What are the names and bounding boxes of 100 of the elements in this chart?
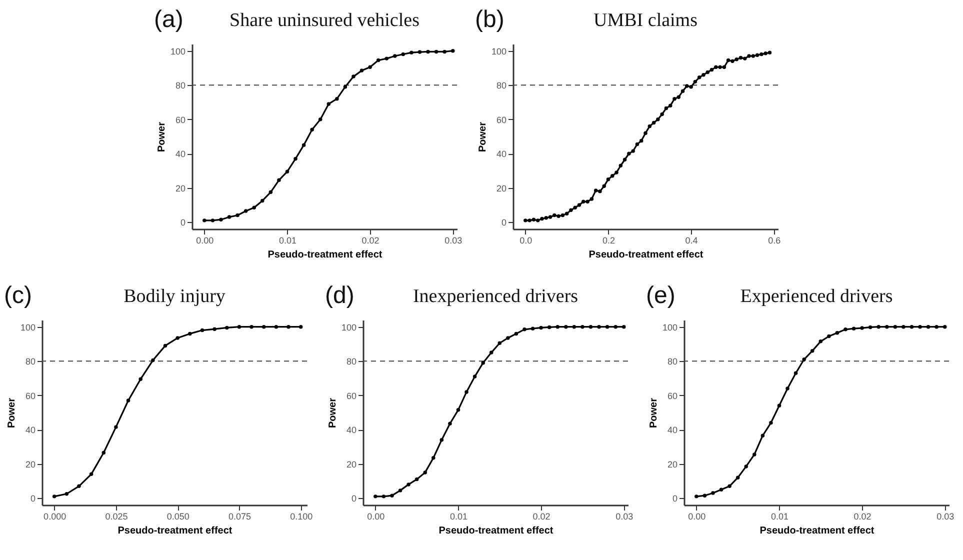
chart-title: Share uninsured vehicles [230,10,420,31]
x-tick-label: 0.03 [616,512,634,522]
y-tick-label: 20 [496,183,506,194]
y-tick-label: 80 [496,80,506,91]
point [747,54,751,58]
point [368,65,372,69]
point [777,404,782,408]
point [644,131,648,135]
point [802,358,806,362]
point [464,390,468,394]
point [360,68,364,72]
point [434,50,438,54]
y-tick-label: 0 [501,218,506,228]
point [506,336,510,340]
point [818,340,823,344]
point [343,84,348,89]
point [614,324,618,329]
point [618,164,623,168]
point [250,324,254,329]
point [268,190,273,194]
point [743,56,747,60]
point [827,334,831,338]
x-axis-title: Pseudo-treatment effect [760,526,875,536]
point [556,214,560,218]
point [685,84,689,88]
point [236,213,240,218]
point [426,50,430,54]
point [552,213,556,218]
point [582,200,586,204]
point [926,324,930,329]
point [860,326,864,330]
y-tick-label: 20 [667,459,678,470]
point [702,494,707,498]
point [622,324,626,329]
point [722,65,726,69]
point [844,328,848,332]
point [680,89,685,93]
point [536,218,540,222]
point [114,425,118,429]
chart-title: Inexperienced drivers [412,286,578,307]
point [631,149,635,153]
point [569,208,573,212]
point [556,324,560,329]
point [590,197,594,201]
text: (b) [475,6,504,33]
point [544,216,548,220]
point [390,494,394,498]
point [639,138,644,143]
point [672,96,676,101]
x-tick-label: 0.02 [532,512,550,522]
point [212,327,216,331]
point [277,178,281,182]
point [594,188,598,192]
point [752,452,756,456]
point [260,198,264,203]
point [769,420,773,425]
y-tick-label: 60 [346,390,356,401]
point [352,74,356,78]
point [410,50,414,54]
y-tick-label: 40 [25,425,36,436]
y-tick-label: 40 [175,149,186,160]
point [382,494,386,498]
point [440,438,444,442]
text: (c) [4,282,32,309]
y-tick-label: 0 [180,218,186,228]
point [176,336,180,340]
point [318,118,322,122]
point [764,52,768,56]
point [294,156,298,161]
point [539,326,543,330]
point [719,488,724,492]
point [676,95,680,99]
point [210,218,215,222]
y-tick-label: 60 [496,114,506,125]
point [876,324,880,329]
point [448,422,452,426]
point [934,324,938,329]
point [718,65,722,69]
y-tick-label: 100 [170,46,186,56]
point [77,484,81,488]
y-tick-label: 80 [175,80,186,91]
x-axis-title: Pseudo-treatment effect [118,526,233,536]
point [693,80,698,84]
point [548,215,552,219]
y-tick-label: 60 [667,390,678,401]
point [656,118,660,122]
point [614,170,618,174]
point [489,350,494,354]
y-tick-label: 60 [25,390,36,401]
point [102,450,106,455]
point [910,324,914,329]
y-tick-label: 20 [175,183,186,194]
x-tick-label: 0.000 [44,512,66,522]
x-axis-title: Pseudo-treatment effect [588,250,704,260]
point [668,104,672,108]
point [602,184,606,188]
point [540,216,544,221]
y-tick-label: 100 [491,46,506,56]
point [547,325,552,330]
point [310,128,314,132]
